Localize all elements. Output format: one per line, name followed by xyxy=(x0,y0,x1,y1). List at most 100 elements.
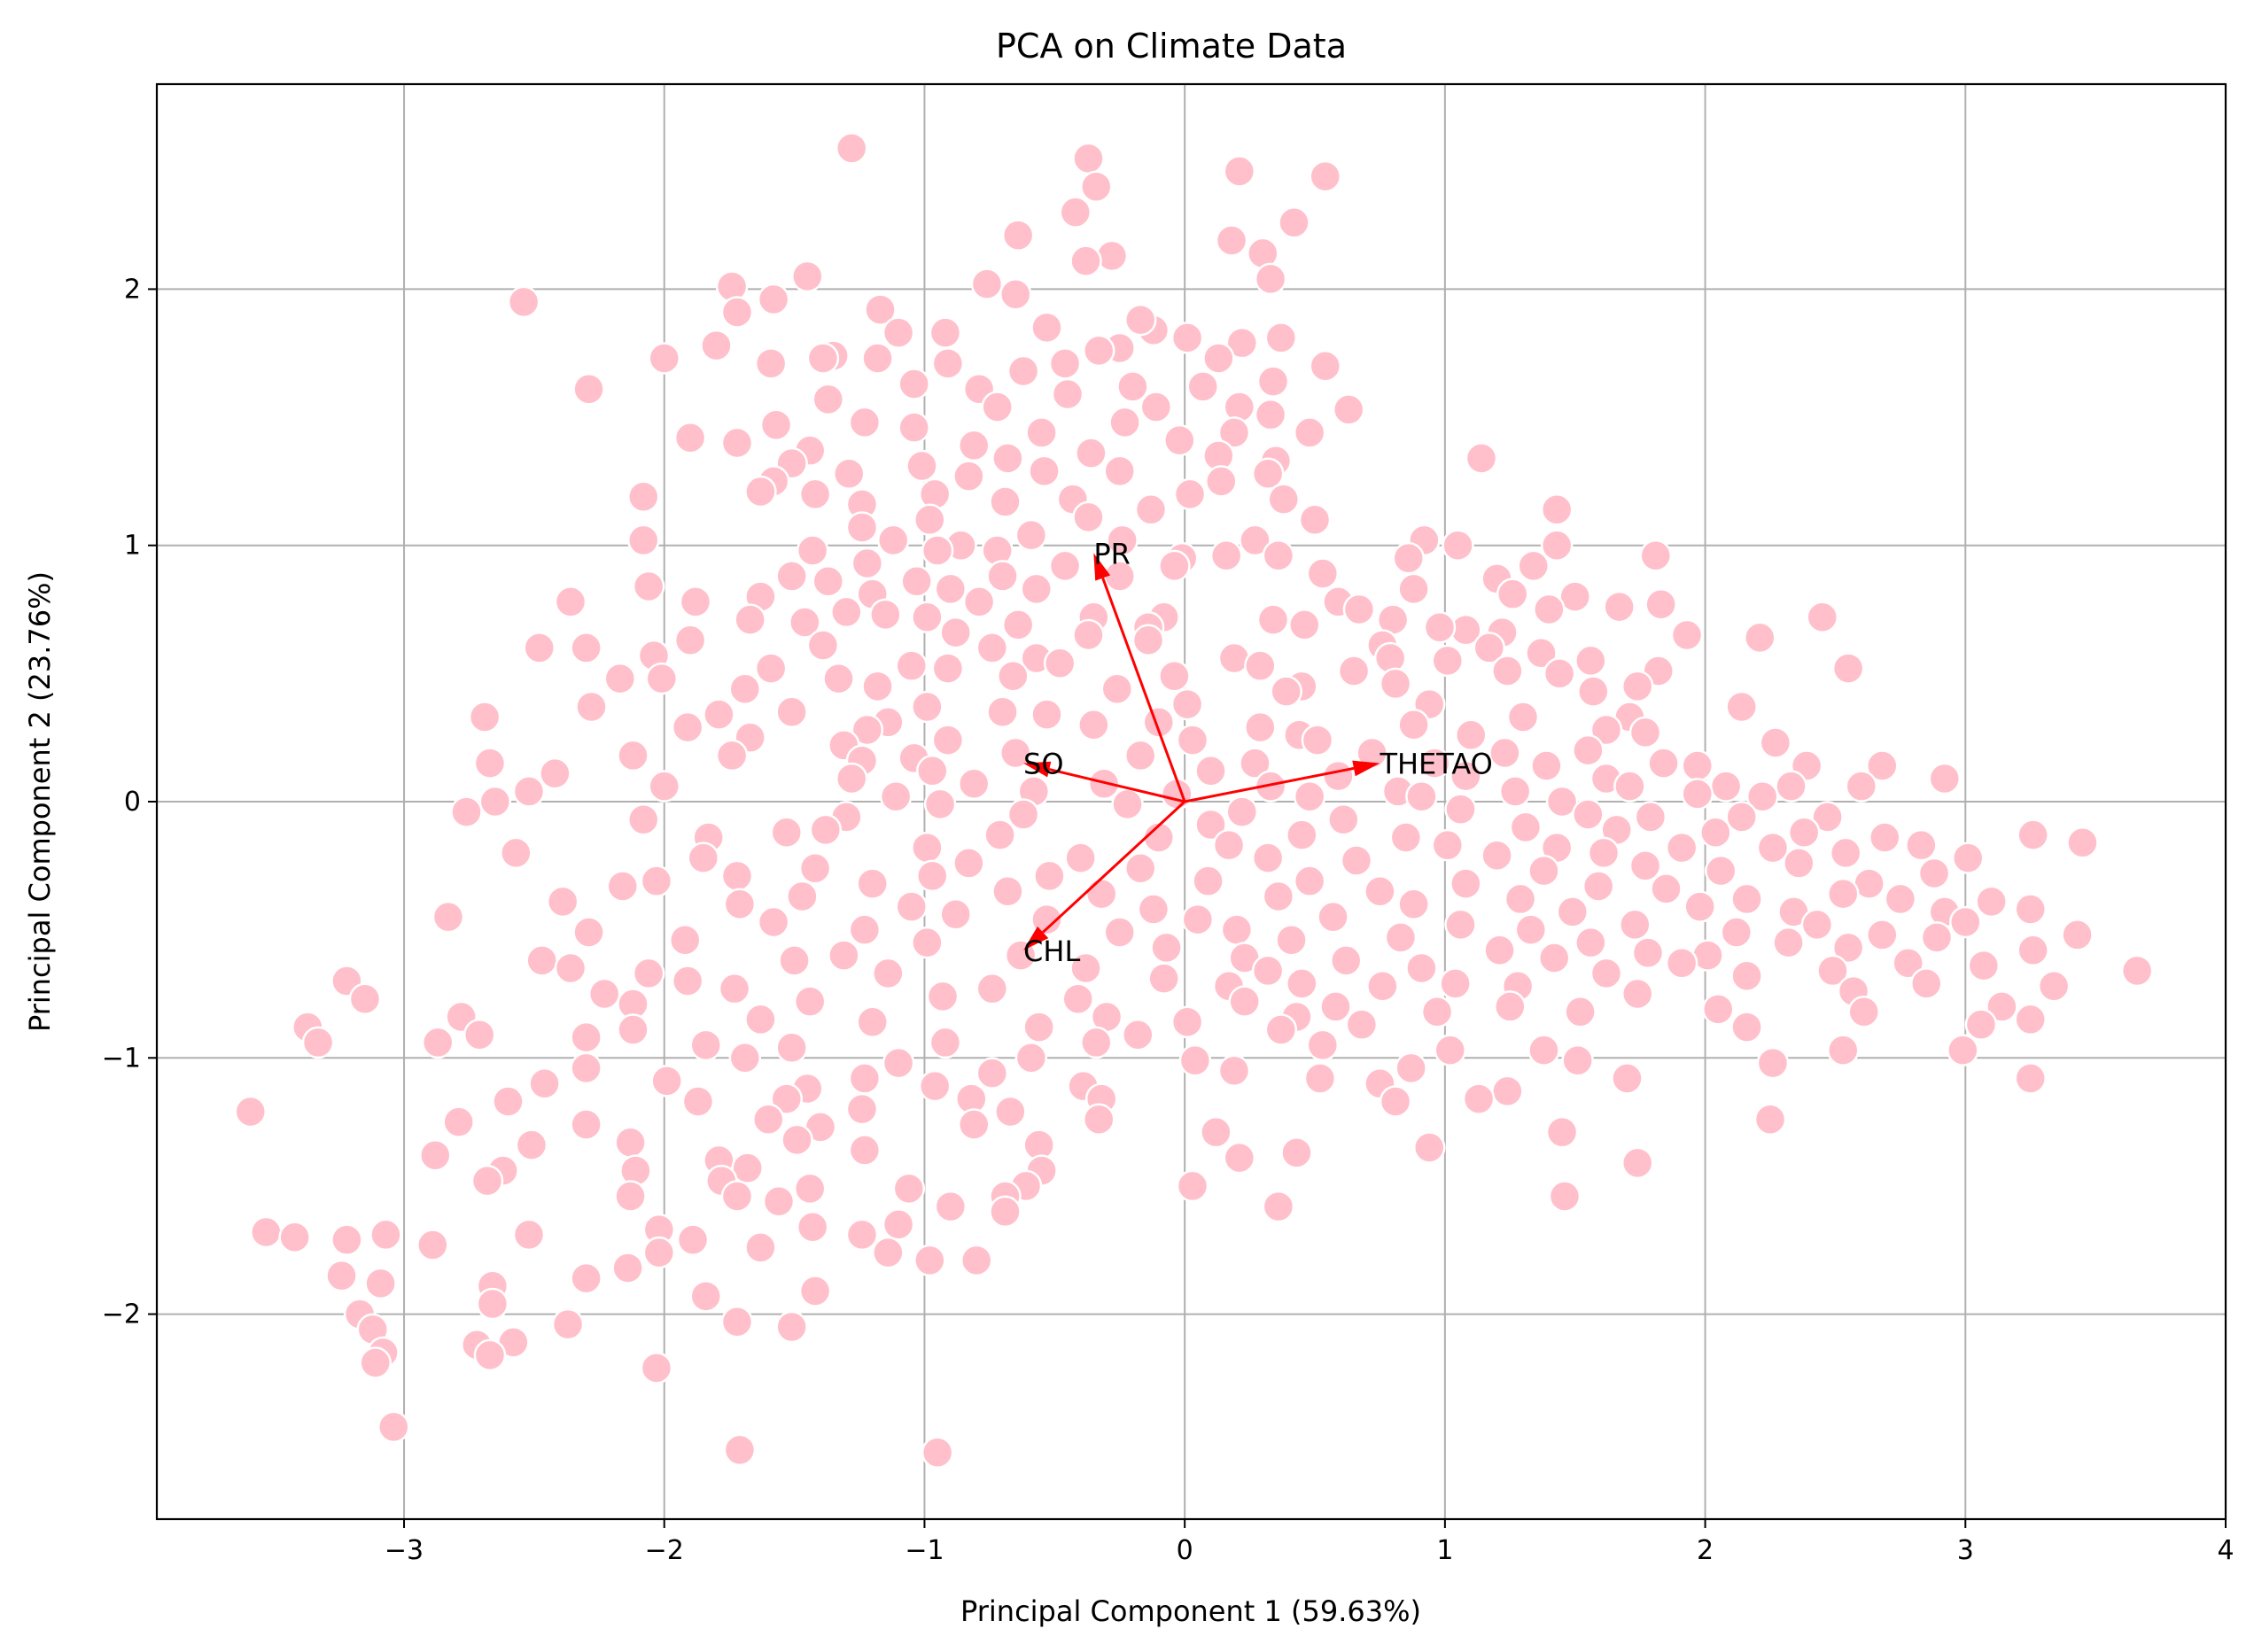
data-point xyxy=(1866,919,1899,951)
data-point xyxy=(554,586,587,618)
data-point xyxy=(1634,801,1667,834)
data-point xyxy=(1176,724,1209,756)
data-point xyxy=(845,511,879,544)
data-point xyxy=(1745,779,1779,813)
data-point xyxy=(1631,936,1665,969)
data-point xyxy=(570,1051,602,1085)
data-point xyxy=(1397,708,1430,741)
data-point xyxy=(431,900,465,934)
data-point xyxy=(1322,759,1355,793)
data-point xyxy=(416,1229,449,1261)
data-point xyxy=(1709,770,1743,803)
data-point xyxy=(1123,739,1157,772)
data-point xyxy=(1423,611,1457,644)
data-point xyxy=(1366,970,1399,1003)
data-point xyxy=(1561,1043,1594,1077)
data-point xyxy=(1947,1034,1979,1066)
data-point xyxy=(1069,951,1102,985)
data-point xyxy=(762,1185,796,1218)
data-point xyxy=(806,629,840,662)
data-point xyxy=(1275,923,1308,957)
data-point xyxy=(989,485,1022,518)
data-point xyxy=(551,1307,585,1341)
data-point xyxy=(898,411,930,444)
data-point xyxy=(1264,1013,1298,1046)
data-point xyxy=(913,1244,946,1277)
data-point xyxy=(1905,828,1938,862)
data-point xyxy=(1498,775,1532,808)
data-point xyxy=(617,1013,649,1046)
data-point xyxy=(1574,644,1607,678)
data-point xyxy=(1142,821,1176,854)
data-point xyxy=(770,816,804,849)
data-point xyxy=(478,785,512,818)
data-point xyxy=(668,923,702,957)
data-point xyxy=(1811,801,1844,834)
chart-title: PCA on Climate Data xyxy=(996,27,1347,66)
y-tick-label: 1 xyxy=(124,531,141,562)
data-point xyxy=(1582,870,1615,903)
data-point xyxy=(1345,1008,1379,1041)
data-point xyxy=(833,457,866,490)
data-point xyxy=(1589,713,1623,747)
data-point xyxy=(845,1092,879,1126)
data-point xyxy=(476,1287,509,1321)
scatter-points xyxy=(234,132,2154,1470)
data-point xyxy=(720,1306,754,1338)
data-point xyxy=(1442,529,1474,562)
data-point xyxy=(1537,942,1571,974)
data-point xyxy=(1439,967,1472,1000)
data-point xyxy=(929,1026,962,1059)
data-point xyxy=(1158,549,1191,583)
data-point xyxy=(1286,818,1318,851)
data-point xyxy=(1103,916,1136,949)
data-point xyxy=(1868,821,1901,854)
data-point xyxy=(1951,842,1985,874)
data-point xyxy=(1364,875,1396,908)
data-point xyxy=(1806,601,1838,633)
data-point xyxy=(1254,398,1287,431)
data-point xyxy=(1228,985,1261,1018)
data-point xyxy=(250,1215,283,1249)
data-point xyxy=(1001,609,1035,641)
data-point xyxy=(744,1231,777,1264)
data-point xyxy=(962,586,996,618)
data-point xyxy=(872,957,905,990)
data-point xyxy=(1506,701,1540,733)
data-point xyxy=(864,293,897,326)
data-point xyxy=(975,1057,1009,1090)
data-point xyxy=(470,1164,504,1198)
data-point xyxy=(1217,416,1251,449)
data-point xyxy=(1545,1115,1579,1149)
data-point xyxy=(876,524,910,557)
data-point xyxy=(1613,770,1646,803)
data-point xyxy=(1075,437,1108,469)
data-point xyxy=(1730,882,1763,916)
loading-vectors: THETAO PR SO CHL xyxy=(1023,537,1493,968)
data-point xyxy=(1530,749,1563,782)
data-point xyxy=(958,1108,991,1141)
data-point xyxy=(575,690,608,724)
data-point xyxy=(1572,798,1605,831)
data-point xyxy=(720,1180,754,1213)
data-point xyxy=(512,775,546,808)
data-point xyxy=(1431,828,1465,862)
data-point xyxy=(757,905,790,939)
data-point xyxy=(614,1180,647,1213)
data-point xyxy=(911,601,944,633)
data-point xyxy=(1239,747,1271,779)
data-point xyxy=(687,842,720,874)
data-point xyxy=(848,1062,882,1095)
data-point xyxy=(1494,990,1527,1023)
data-point xyxy=(330,1223,363,1256)
data-point xyxy=(325,1259,358,1292)
data-point xyxy=(1030,903,1063,936)
data-point xyxy=(939,898,972,931)
data-point xyxy=(603,662,637,695)
data-point xyxy=(2066,826,2099,859)
data-point xyxy=(892,1172,926,1206)
data-point xyxy=(1730,959,1763,992)
data-point xyxy=(911,690,944,724)
data-point xyxy=(1525,636,1558,670)
data-point xyxy=(1681,778,1714,810)
